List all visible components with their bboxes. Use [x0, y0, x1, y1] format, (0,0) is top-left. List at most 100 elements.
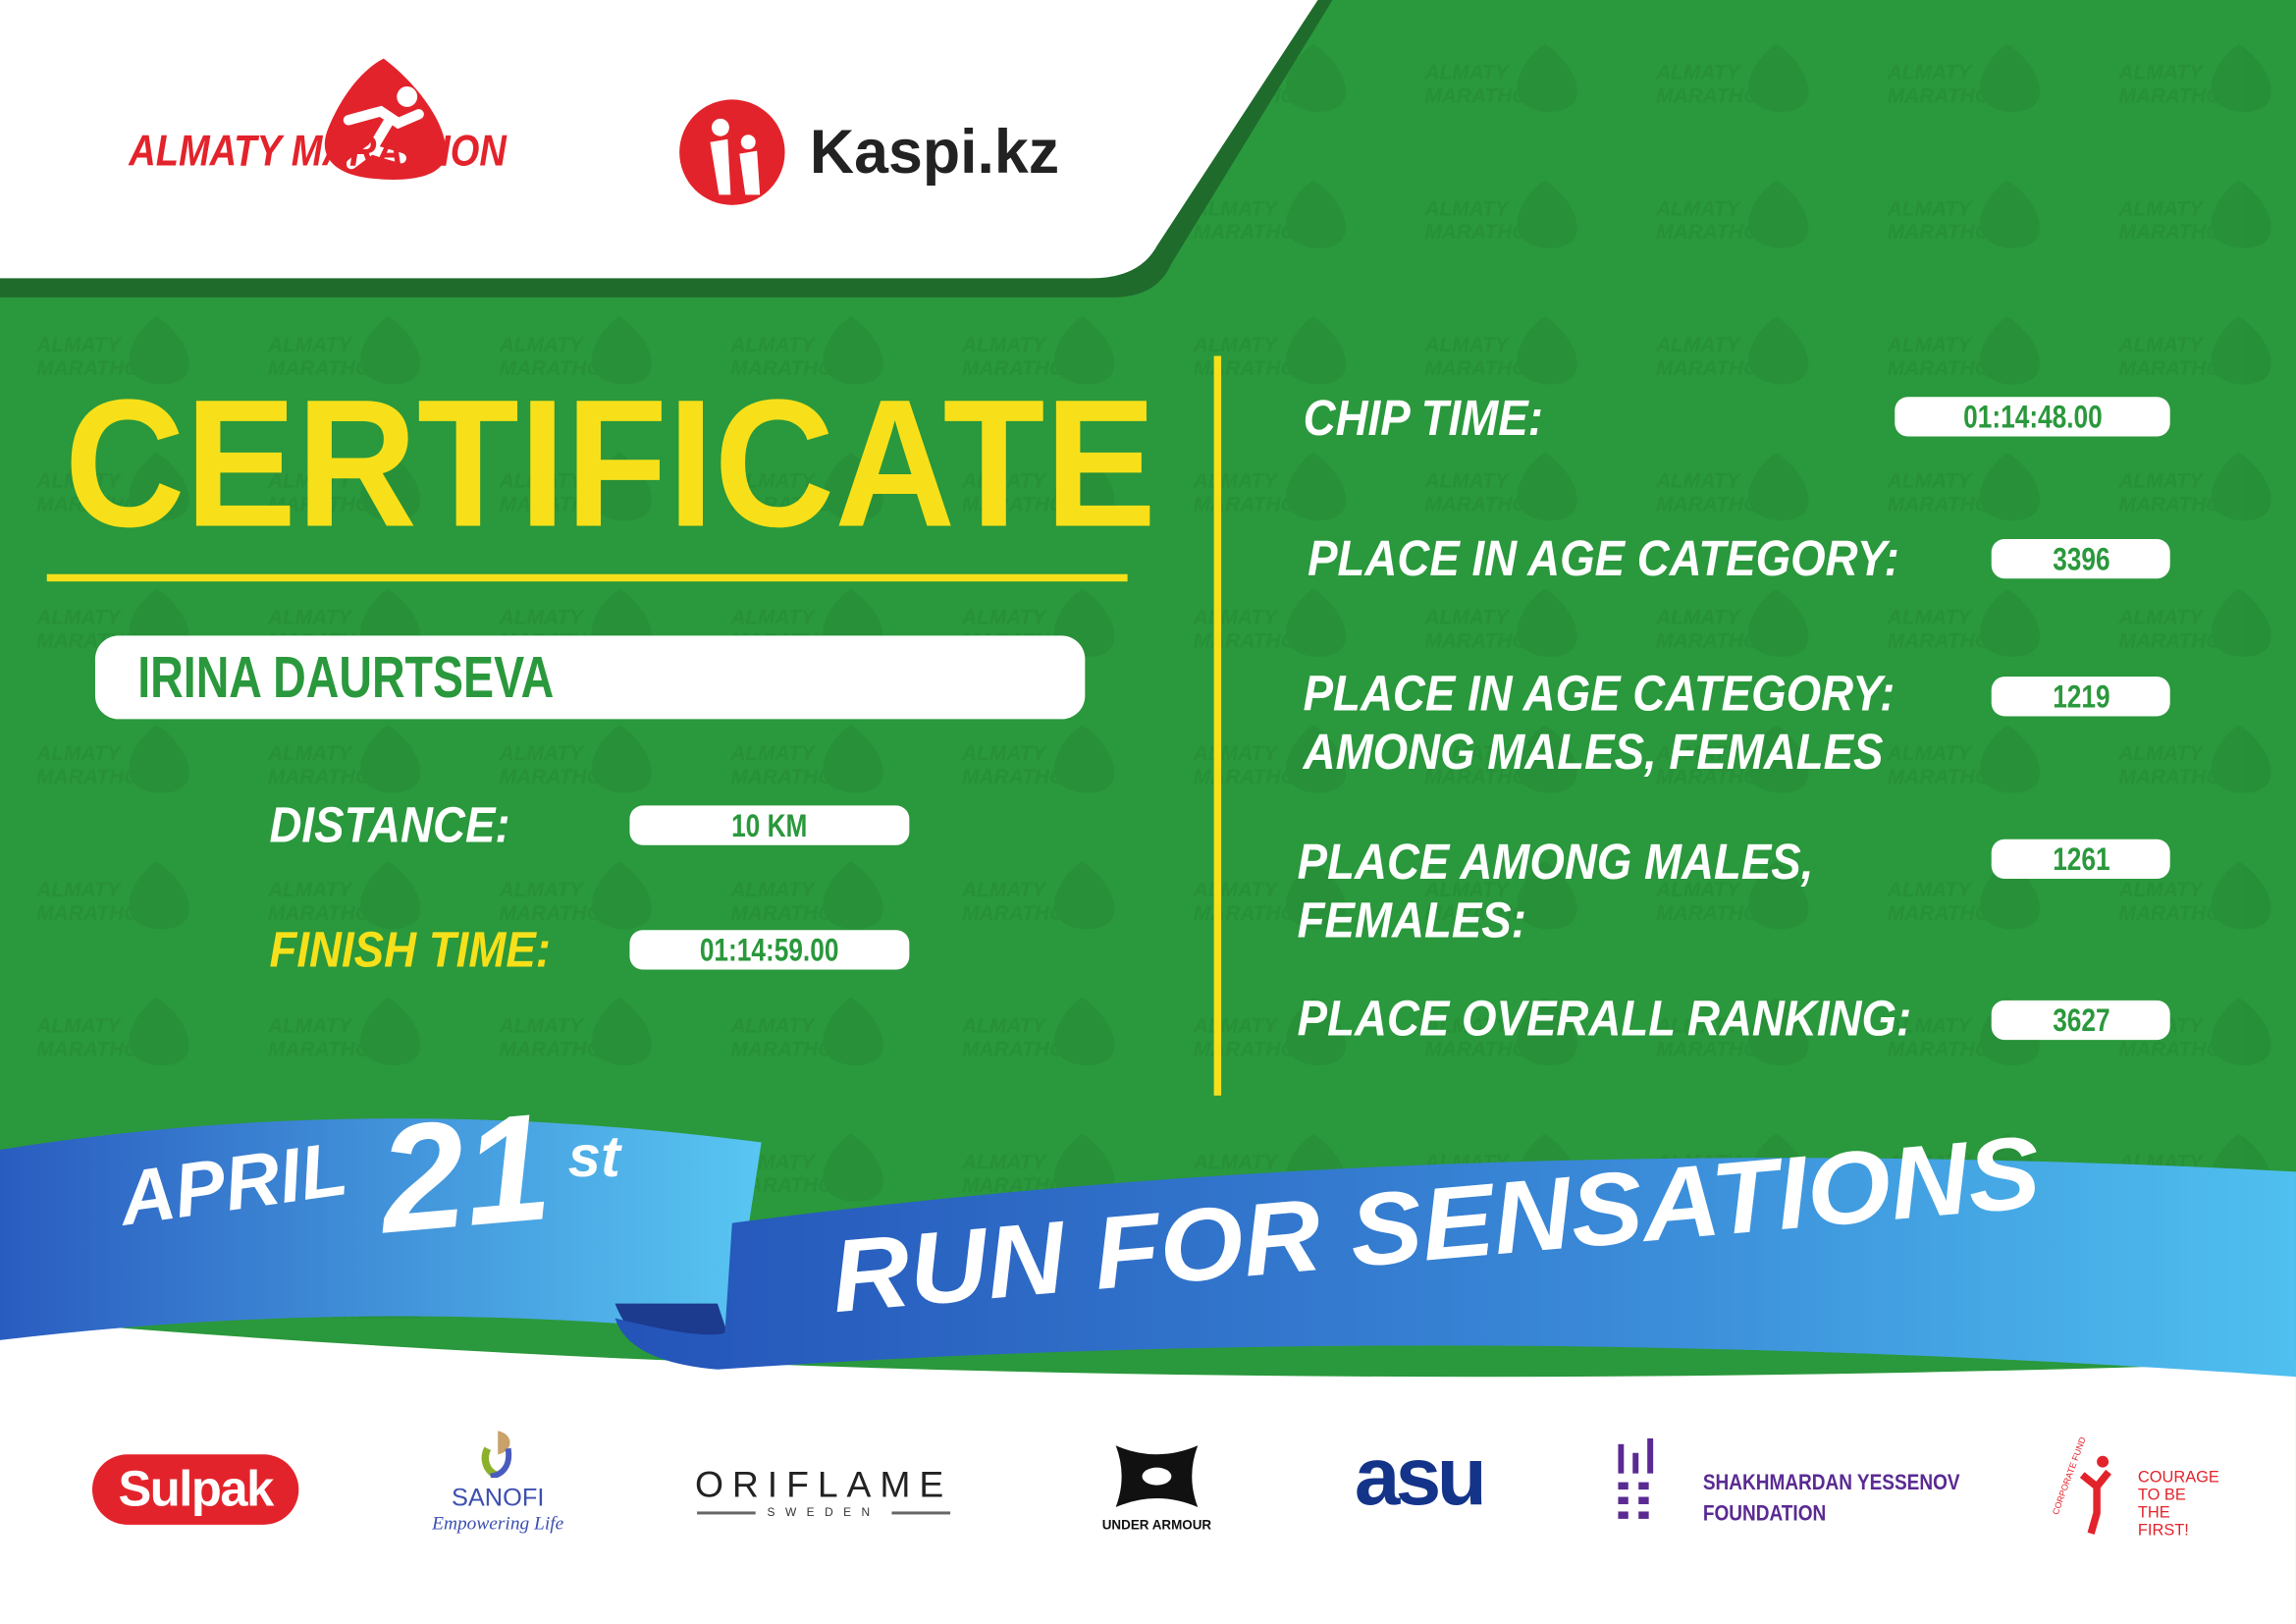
courage-line-1: COURAGE	[2137, 1469, 2219, 1488]
svg-text:ALMATY: ALMATY	[729, 879, 816, 901]
svg-text:ALMATY: ALMATY	[267, 470, 353, 493]
gender-place-label-1: PLACE AMONG MALES,	[1297, 835, 1814, 891]
svg-text:MARATHON: MARATHON	[1424, 357, 1543, 380]
svg-text:ALMATY: ALMATY	[961, 334, 1047, 356]
svg-text:ALMATY: ALMATY	[267, 1015, 353, 1038]
svg-text:MARATHON: MARATHON	[1656, 766, 1775, 788]
kaspi-wordmark: Kaspi.kz	[809, 117, 1060, 187]
banner-day: 21	[372, 1082, 557, 1267]
svg-text:MARATHON: MARATHON	[730, 494, 849, 516]
age-category-place-label: PLACE IN AGE CATEGORY:	[1308, 531, 1899, 588]
distance-value-box: 10 KM	[629, 805, 910, 845]
svg-text:ALMATY: ALMATY	[1193, 197, 1279, 220]
sulpak-logo: Sulpak	[91, 1454, 299, 1525]
svg-text:ALMATY: ALMATY	[2117, 606, 2204, 628]
age-category-gender-box: 1219	[1991, 677, 2170, 717]
svg-text:MARATHON: MARATHON	[1194, 766, 1312, 788]
finish-time-label: FINISH TIME:	[269, 922, 552, 979]
age-category-gender-label-2: AMONG MALES, FEMALES	[1303, 725, 1884, 782]
svg-text:MARATHON: MARATHON	[2118, 357, 2237, 380]
svg-text:MARATHON: MARATHON	[962, 766, 1081, 788]
svg-text:ALMATY: ALMATY	[1423, 470, 1510, 493]
divider-line	[1213, 355, 1222, 1096]
svg-text:ALMATY: ALMATY	[1193, 742, 1279, 765]
svg-text:MARATHON: MARATHON	[1194, 629, 1312, 652]
almaty-marathon-logo: ALMATY MARATHON	[129, 56, 507, 232]
svg-text:MARATHON: MARATHON	[1888, 494, 2006, 516]
svg-text:ALMATY: ALMATY	[1655, 742, 1741, 765]
distance-label: DISTANCE:	[269, 797, 510, 854]
svg-text:ALMATY: ALMATY	[1655, 197, 1741, 220]
svg-text:MARATHON: MARATHON	[730, 766, 849, 788]
svg-text:MARATHON: MARATHON	[2118, 494, 2237, 516]
overall-ranking-value: 3627	[2052, 1001, 2109, 1039]
svg-text:MARATHON: MARATHON	[1888, 357, 2006, 380]
svg-text:MARATHON: MARATHON	[2118, 902, 2237, 925]
svg-text:ALMATY: ALMATY	[1193, 1151, 1279, 1173]
svg-text:ALMATY: ALMATY	[267, 879, 353, 901]
svg-text:ALMATY: ALMATY	[1193, 334, 1279, 356]
finish-time-value-box: 01:14:59.00	[629, 930, 910, 970]
svg-text:ALMATY: ALMATY	[2117, 62, 2204, 84]
kaspi-logo: Kaspi.kz	[678, 96, 1059, 207]
gender-place-value: 1261	[2052, 840, 2109, 878]
yessenov-logo: SHAKHMARDAN YESSENOV FOUNDATION	[1703, 1468, 1960, 1530]
courage-fund-logo: CORPORATE FUND COURAGE TO BE THE FIRST!	[2050, 1436, 2219, 1540]
svg-text:ALMATY: ALMATY	[961, 1015, 1047, 1038]
svg-text:MARATHON: MARATHON	[2118, 84, 2237, 107]
svg-text:ALMATY: ALMATY	[2117, 879, 2204, 901]
svg-text:MARATHON: MARATHON	[1888, 902, 2006, 925]
svg-text:ALMATY: ALMATY	[729, 742, 816, 765]
sanofi-logo: SANOFI Empowering Life	[417, 1428, 578, 1535]
svg-text:MARATHON: MARATHON	[36, 494, 155, 516]
svg-text:ALMATY: ALMATY	[499, 606, 585, 628]
svg-text:MARATHON: MARATHON	[962, 357, 1081, 380]
overall-ranking-label: PLACE OVERALL RANKING:	[1297, 991, 1912, 1048]
svg-text:ALMATY: ALMATY	[2117, 334, 2204, 356]
under-armour-icon	[1115, 1445, 1199, 1507]
svg-text:MARATHON: MARATHON	[1888, 766, 2006, 788]
svg-text:ALMATY: ALMATY	[1423, 879, 1510, 901]
svg-text:ALMATY: ALMATY	[1887, 62, 1973, 84]
svg-text:ALMATY: ALMATY	[1423, 742, 1510, 765]
svg-text:ALMATY: ALMATY	[499, 470, 585, 493]
svg-text:MARATHON: MARATHON	[1656, 902, 1775, 925]
svg-text:ALMATY: ALMATY	[1423, 334, 1510, 356]
runner-name: IRINA DAURTSEVA	[137, 645, 555, 711]
svg-text:MARATHON: MARATHON	[730, 357, 849, 380]
svg-text:MARATHON: MARATHON	[1656, 84, 1775, 107]
svg-text:ALMATY: ALMATY	[1887, 334, 1973, 356]
svg-text:MARATHON: MARATHON	[1424, 84, 1543, 107]
svg-text:MARATHON: MARATHON	[962, 494, 1081, 516]
svg-text:ALMATY: ALMATY	[1655, 1015, 1741, 1038]
svg-text:ALMATY: ALMATY	[1655, 334, 1741, 356]
svg-text:ALMATY: ALMATY	[1655, 879, 1741, 901]
